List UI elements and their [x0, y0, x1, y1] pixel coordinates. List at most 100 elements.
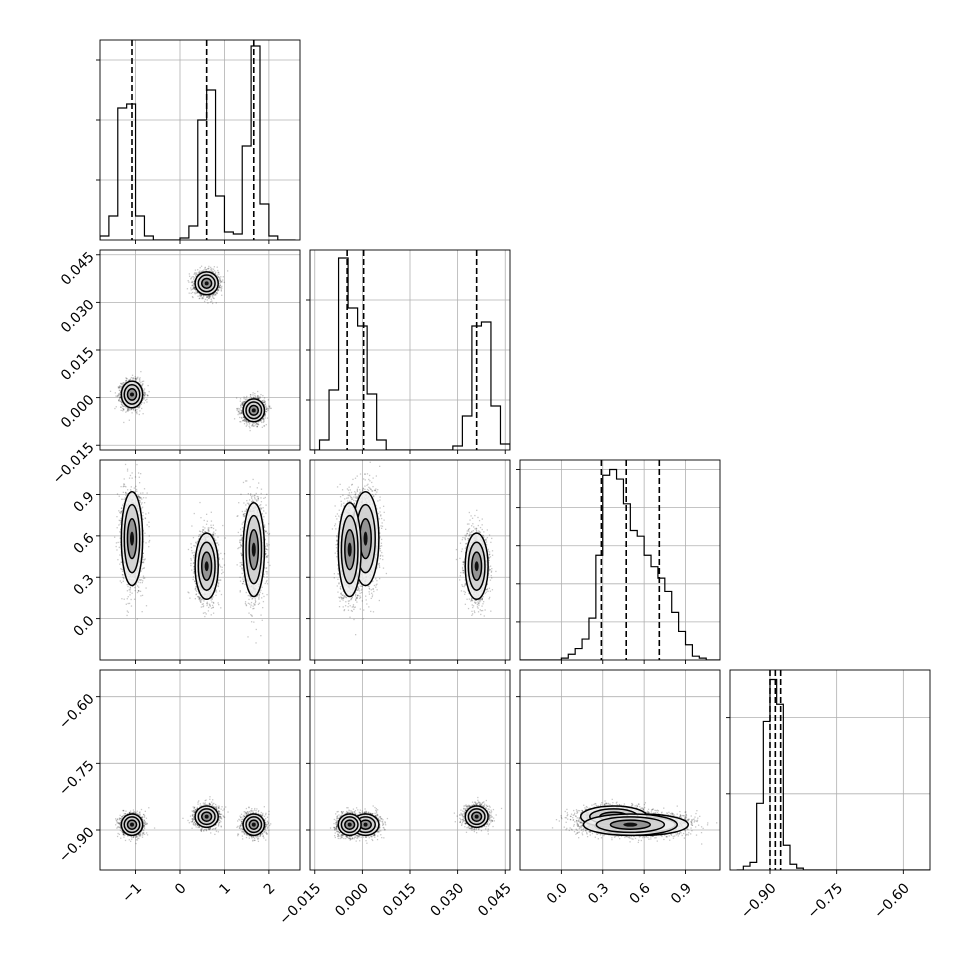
- sample-point: [132, 408, 134, 410]
- sample-point: [134, 377, 136, 380]
- sample-point: [204, 298, 207, 301]
- sample-point: [117, 399, 120, 401]
- sample-point: [117, 395, 119, 397]
- sample-point: [233, 418, 236, 420]
- sample-point: [122, 410, 124, 412]
- sample-point: [114, 407, 116, 410]
- sample-point: [138, 380, 141, 382]
- sample-point: [207, 268, 210, 270]
- sample-point: [146, 398, 148, 401]
- sample-point: [243, 396, 245, 398]
- sample-point: [143, 389, 145, 391]
- sample-point: [139, 379, 141, 381]
- sample-point: [143, 393, 145, 396]
- sample-point: [208, 296, 210, 299]
- sample-point: [215, 294, 217, 296]
- sample-point: [195, 291, 197, 293]
- sample-point: [135, 411, 137, 413]
- sample-point: [134, 410, 136, 412]
- sample-point: [219, 284, 221, 287]
- sample-point: [263, 399, 265, 401]
- sample-point: [219, 283, 221, 285]
- sample-point: [264, 406, 266, 408]
- sample-point: [192, 288, 194, 290]
- sample-point: [244, 420, 246, 422]
- sample-point: [264, 413, 266, 416]
- sample-point: [193, 282, 195, 285]
- sample-point: [193, 286, 195, 288]
- sample-point: [191, 281, 194, 283]
- sample-point: [248, 425, 250, 427]
- sample-point: [116, 395, 118, 398]
- sample-point: [122, 408, 125, 410]
- sample-point: [119, 385, 121, 387]
- sample-point: [218, 285, 220, 287]
- sample-point: [260, 393, 262, 396]
- sample-point: [135, 380, 137, 382]
- sample-point: [218, 286, 221, 289]
- sample-point: [214, 273, 216, 275]
- sample-point: [140, 386, 143, 388]
- sample-point: [199, 295, 201, 298]
- sample-point: [212, 268, 215, 270]
- sample-point: [130, 408, 132, 410]
- sample-point: [250, 397, 253, 399]
- sample-point: [242, 419, 244, 422]
- sample-point: [132, 377, 134, 380]
- sample-point: [203, 269, 205, 271]
- sample-point: [221, 285, 223, 288]
- sample-point: [239, 413, 241, 415]
- sample-point: [244, 418, 246, 420]
- sample-point: [131, 412, 133, 414]
- sample-point: [206, 296, 208, 299]
- sample-point: [141, 380, 144, 383]
- sample-point: [188, 281, 190, 283]
- sample-point: [219, 285, 221, 288]
- sample-point: [114, 392, 117, 394]
- sample-point: [193, 287, 195, 290]
- sample-point: [125, 406, 127, 409]
- sample-point: [128, 408, 130, 410]
- sample-point: [134, 409, 137, 411]
- sample-point: [242, 404, 244, 407]
- sample-point: [212, 296, 214, 298]
- sample-point: [192, 296, 194, 299]
- sample-point: [197, 291, 199, 293]
- sample-point: [140, 370, 142, 373]
- sample-point: [188, 273, 191, 275]
- sample-point: [239, 398, 242, 400]
- sample-point: [186, 288, 189, 290]
- sample-point: [256, 425, 258, 428]
- sample-point: [118, 398, 121, 400]
- sample-point: [194, 292, 196, 294]
- sample-point: [259, 420, 261, 422]
- sample-point: [197, 295, 199, 297]
- sample-point: [128, 380, 130, 382]
- sample-point: [122, 382, 124, 384]
- sample-point: [130, 408, 132, 411]
- sample-point: [143, 392, 146, 395]
- sample-point: [127, 410, 130, 412]
- sample-point: [206, 295, 208, 298]
- sample-point: [240, 412, 243, 414]
- sample-point: [141, 388, 144, 390]
- sample-point: [242, 419, 245, 421]
- sample-point: [270, 407, 272, 410]
- sample-point: [264, 414, 266, 416]
- sample-point: [191, 296, 194, 298]
- sample-point: [200, 265, 203, 267]
- sample-point: [268, 406, 271, 408]
- sample-point: [202, 297, 204, 300]
- sample-point: [194, 293, 196, 295]
- sample-point: [118, 397, 121, 399]
- sample-point: [222, 276, 224, 278]
- sample-point: [260, 420, 262, 422]
- sample-point: [141, 407, 143, 410]
- sample-point: [238, 412, 240, 415]
- sample-point: [262, 417, 264, 419]
- sample-point: [262, 421, 265, 423]
- sample-point: [217, 290, 219, 292]
- sample-point: [240, 416, 243, 419]
- sample-point: [219, 284, 221, 286]
- sample-point: [201, 270, 203, 273]
